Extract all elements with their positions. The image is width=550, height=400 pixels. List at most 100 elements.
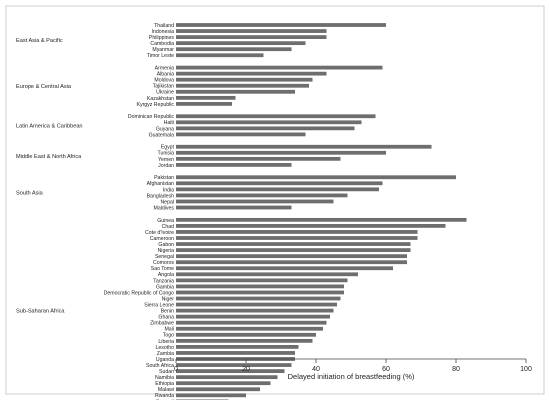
country-label: India [163, 187, 174, 193]
group-labels-layer: East Asia & Pacific Europe & Central Asia… [16, 38, 83, 314]
bar-guatemala [176, 132, 306, 137]
country-label: Jordan [158, 163, 174, 169]
country-label: Pakistan [154, 175, 174, 181]
country-label: Angola [158, 272, 174, 278]
country-label: Kyrgyz Republic [137, 102, 175, 108]
x-ticks-layer: 0 20 40 60 80 100 [174, 359, 532, 373]
bars-layer [176, 23, 467, 400]
country-label: Moldova [154, 78, 174, 84]
country-label: Myanmar [152, 47, 174, 53]
region-label: Sub-Saharan Africa [16, 309, 65, 315]
country-label: Gabon [158, 242, 174, 248]
country-label: Tanzania [153, 278, 174, 284]
country-label: Tunisia [157, 151, 174, 157]
region-label: East Asia & Pacific [16, 38, 63, 44]
bar-nepal [176, 199, 334, 204]
bar-sierra-leone [176, 302, 337, 307]
bar-thailand [176, 23, 386, 27]
country-label: Senegal [155, 254, 174, 260]
country-label: Guinea [157, 218, 174, 224]
bar-senegal [176, 254, 407, 259]
bar-angola [176, 272, 358, 277]
country-label: Albania [157, 72, 174, 78]
bar-chad [176, 224, 446, 228]
country-label: Cameroon [150, 236, 174, 242]
country-label: Cote d'Ivoire [145, 230, 174, 236]
bar-tanzania [176, 278, 348, 283]
country-label: Tajikistan [153, 84, 174, 90]
bar-liberia [176, 338, 313, 343]
bar-bangladesh [176, 193, 348, 198]
bar-nigeria [176, 248, 411, 252]
country-label: Zambia [157, 351, 174, 357]
country-label: Benin [161, 309, 174, 315]
country-label: Rwanda [155, 393, 174, 399]
bar-benin [176, 308, 334, 313]
country-label: Togo [163, 333, 174, 339]
bar-tunisia [176, 150, 386, 155]
country-label: Ethiopia [155, 381, 174, 387]
country-label: Zimbabwe [150, 321, 174, 327]
bar-gambia [176, 284, 344, 289]
country-label: Liberia [158, 339, 174, 345]
country-label: Ghana [158, 315, 174, 321]
x-tick-label: 40 [312, 366, 320, 373]
bar-zambia [176, 351, 295, 355]
bar-maldives [176, 205, 292, 210]
bar-egypt [176, 144, 432, 149]
bar-cambodia [176, 41, 306, 46]
country-label: Yemen [158, 157, 174, 163]
country-label: Nepal [160, 199, 174, 205]
bar-ethiopia [176, 381, 271, 386]
bar-rwanda [176, 393, 246, 398]
bar-niger [176, 296, 341, 301]
country-label: Lesotho [156, 345, 175, 351]
x-tick-label: 20 [242, 366, 250, 373]
bar-gabon [176, 242, 411, 246]
country-label: Sao Tome [151, 266, 174, 272]
bar-guinea [176, 217, 467, 222]
country-label: Nigeria [158, 248, 175, 254]
bar-sudan [176, 369, 285, 373]
bar-togo [176, 332, 316, 337]
bar-timor-leste [176, 53, 264, 58]
country-label: Timor Leste [147, 53, 174, 59]
bar-yemen [176, 156, 341, 161]
region-label: Europe & Central Asia [16, 84, 72, 90]
bar-democratic-republic-of-congo [176, 290, 344, 295]
bar-kazakhstan [176, 95, 236, 100]
country-label: Dominican Republic [128, 114, 175, 120]
bar-ghana [176, 314, 330, 319]
x-axis-title: Delayed initiation of breastfeeding (%) [288, 372, 415, 381]
bar-tajikistan [176, 83, 309, 88]
country-label: Philippines [149, 35, 174, 41]
country-label: Ukraine [156, 90, 174, 96]
country-label: Namibia [155, 375, 174, 381]
country-label: Armenia [155, 66, 174, 72]
region-label: Latin America & Caribbean [16, 123, 83, 129]
bar-philippines [176, 35, 327, 39]
country-label: Guyana [156, 126, 174, 132]
x-tick-label: 0 [174, 366, 178, 373]
country-label: Democratic Republic of Congo [104, 290, 174, 296]
country-label: Thailand [154, 23, 174, 29]
country-label: Gambia [156, 284, 174, 290]
country-label: Indonesia [152, 29, 175, 35]
region-label: South Asia [16, 190, 44, 196]
bar-guyana [176, 126, 355, 131]
bar-jordan [176, 163, 292, 167]
bar-zimbabwe [176, 320, 327, 325]
bar-lesotho [176, 345, 299, 349]
bar-myanmar [176, 47, 292, 52]
country-label: Comoros [153, 260, 174, 266]
x-tick-label: 100 [520, 366, 532, 373]
country-label: Mali [164, 327, 174, 333]
country-label: South Africa [146, 363, 174, 369]
bar-moldova [176, 77, 313, 82]
bar-armenia [176, 65, 383, 70]
country-label: Afghanistan [147, 181, 175, 187]
bar-haiti [176, 120, 362, 125]
country-label: Niger [162, 296, 175, 302]
bar-south-africa [176, 363, 292, 367]
